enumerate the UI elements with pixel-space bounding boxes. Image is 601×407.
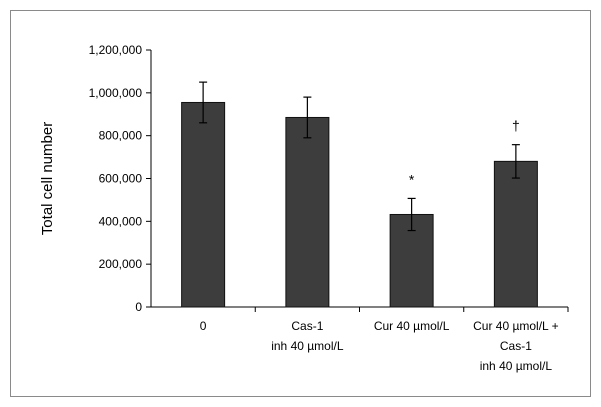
bar [285, 116, 330, 308]
y-axis-title: Total cell number [39, 122, 56, 235]
y-tick-label: 200,000 [99, 257, 143, 271]
x-tick-label: inh 40 µmol/L [271, 339, 344, 353]
significance-marker: † [512, 118, 520, 134]
y-tick-label: 600,000 [99, 172, 143, 186]
x-tick-label: 0 [200, 319, 207, 333]
y-ticks: 0 200,000 400,000 600,000 800,000 1,000,000 1,… [89, 43, 569, 314]
y-tick-label: 400,000 [99, 214, 143, 228]
significance-marker: * [409, 171, 415, 187]
error-bars [199, 81, 520, 232]
y-tick-label: 800,000 [99, 129, 143, 143]
x-tick-label: Cas-1 [500, 339, 532, 353]
y-tick-label: 0 [135, 300, 142, 314]
chart-frame [10, 10, 591, 397]
y-tick-label: 1,200,000 [89, 43, 143, 57]
y-tick-label: 1,000,000 [89, 86, 143, 100]
x-tick-label: Cur 40 µmol/L + [473, 319, 559, 333]
bar [389, 213, 434, 308]
significance-annotations: *† [409, 118, 520, 188]
x-tick-label: inh 40 µmol/L [480, 359, 553, 373]
bar [493, 160, 538, 308]
bars [181, 101, 538, 308]
bar [181, 101, 226, 308]
x-tick-labels: 0 Cas-1 inh 40 µmol/L Cur 40 µmol/L Cur 40 µ… [200, 319, 559, 373]
x-tick-label: Cur 40 µmol/L [374, 319, 450, 333]
x-tick-label: Cas-1 [291, 319, 323, 333]
